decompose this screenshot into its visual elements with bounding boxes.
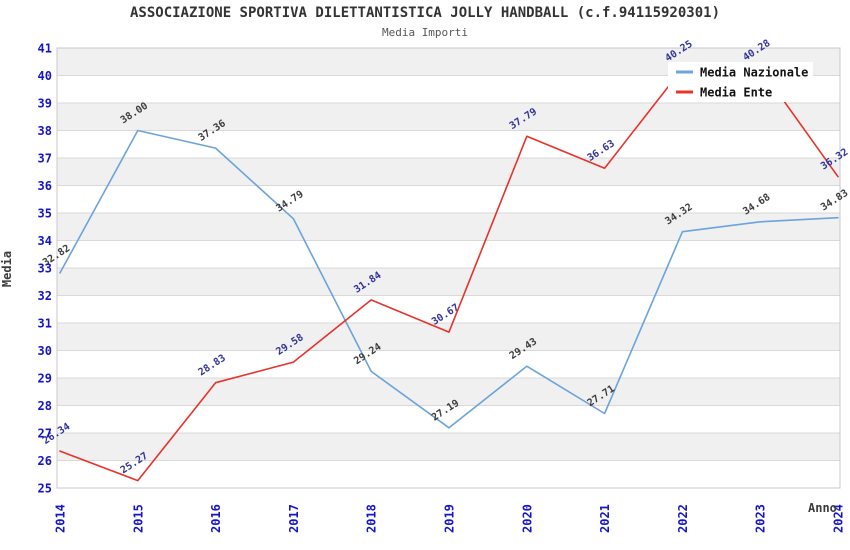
background-bands [57,48,840,461]
band [57,323,840,351]
y-tick-label: 37 [38,152,52,166]
x-axis-tick-labels: 2014 2015 2016 2017 2018 2019 2020 2021 2022 2023… [54,504,846,533]
x-tick-label: 2024 [832,504,846,533]
x-tick-label: 2023 [754,504,768,533]
band [57,103,840,131]
legend: Media Nazionale Media Ente [668,62,813,102]
y-tick-label: 29 [38,372,52,386]
x-tick-label: 2019 [443,504,457,533]
y-tick-label: 33 [38,262,52,276]
y-tick-label: 26 [38,454,52,468]
data-label: 34.83 [819,188,850,214]
x-tick-label: 2016 [209,504,223,533]
y-tick-label: 36 [38,179,52,193]
legend-label: Media Ente [700,86,772,100]
data-label: 28.83 [197,353,228,379]
y-tick-label: 35 [38,207,52,221]
plot-border-rect [56,47,841,489]
legend-box [668,62,813,102]
y-tick-label: 41 [38,42,52,56]
y-tick-label: 34 [38,234,52,248]
y-tick-label: 38 [38,124,52,138]
y-tick-label: 39 [38,97,52,111]
data-label: 34.79 [274,189,305,215]
band [57,378,840,406]
band [57,268,840,296]
chart-title: ASSOCIAZIONE SPORTIVA DILETTANTISTICA JO… [129,5,720,21]
chart-subtitle: Media Importi [381,26,469,39]
y-tick-label: 40 [38,69,52,83]
y-axis-title: Media [0,250,14,288]
x-tick-label: 2018 [365,504,379,533]
series-line-media-nazionale [59,129,839,429]
y-tick-label: 32 [38,289,52,303]
x-tick-label: 2017 [287,504,301,533]
y-tick-label: 27 [38,427,52,441]
y-tick-label: 28 [38,399,52,413]
legend-label: Media Nazionale [700,66,808,80]
y-tick-label: 30 [38,344,52,358]
y-tick-label: 31 [38,317,52,331]
x-tick-label: 2014 [54,504,68,533]
x-axis-title: Anno [808,501,837,515]
x-tick-label: 2015 [131,504,145,533]
plot-border [56,47,841,489]
band [57,213,840,241]
band [57,433,840,461]
x-tick-label: 2022 [676,504,690,533]
band [57,158,840,186]
x-tick-label: 2020 [520,504,534,533]
y-axis-tick-labels: 25 26 27 28 29 30 31 32 33 34 35 36 37 38 39 40 41 [38,42,52,496]
y-tick-label: 25 [38,482,52,496]
x-tick-label: 2021 [598,504,612,533]
horizontal-gridlines [57,47,840,489]
